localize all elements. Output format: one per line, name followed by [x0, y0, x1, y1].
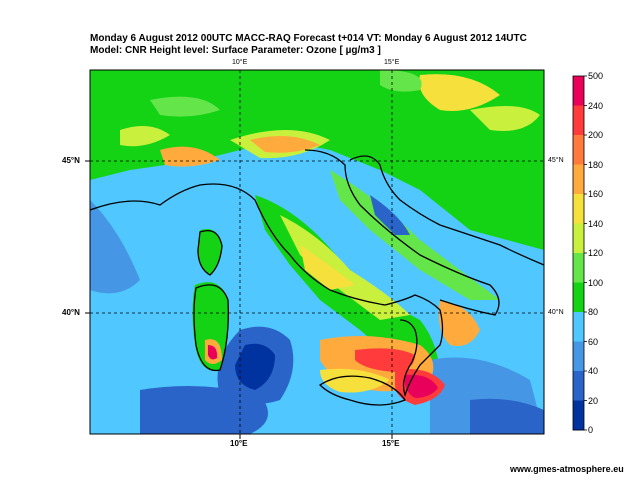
lon-bottom-label-10: 10°E: [230, 439, 248, 448]
map-frame: [89, 69, 545, 435]
colorbar-label: 140: [588, 218, 604, 229]
colorbar-label: 80: [588, 307, 599, 317]
coastlines: [90, 149, 544, 406]
colorbar-label: 100: [588, 277, 604, 288]
colorbar-label: 240: [588, 100, 604, 111]
colorbar-swatch: [573, 371, 584, 401]
forecast-title: Monday 6 August 2012 00UTC MACC-RAQ Fore…: [90, 33, 527, 44]
colorbar-swatch: [573, 76, 584, 106]
ticks: [85, 160, 393, 439]
colorbar-label: 180: [588, 159, 604, 170]
colorbar: [572, 75, 587, 431]
colorbar-label: 0: [588, 425, 594, 435]
colorbar-label: 40: [588, 366, 599, 376]
lat-right-label-45: 45°N: [548, 157, 564, 164]
credit-link[interactable]: www.gmes-atmosphere.eu: [510, 464, 624, 474]
colorbar-swatch: [573, 223, 584, 254]
colorbar-label: 500: [588, 71, 604, 81]
colorbar-label: 200: [588, 130, 604, 140]
lat-right-label-40: 40°N: [548, 309, 564, 316]
lat-left-label-40: 40°N: [62, 308, 80, 317]
ozone-field: [90, 70, 544, 434]
colorbar-swatch: [573, 105, 584, 136]
lon-bottom-label-15: 15°E: [382, 439, 400, 448]
colorbar-swatch: [573, 253, 584, 283]
colorbar-label: 20: [588, 395, 599, 406]
lat-left-label-45: 45°N: [62, 156, 80, 165]
colorbar-swatch: [573, 312, 584, 342]
colorbar-swatch: [573, 164, 584, 195]
colorbar-label: 160: [588, 189, 604, 199]
colorbar-swatch: [573, 400, 584, 431]
colorbar-label: 120: [588, 248, 604, 258]
graticule: [90, 70, 544, 434]
lon-top-label-10: 10°E: [232, 59, 248, 66]
colorbar-swatch: [573, 282, 584, 313]
colorbar-swatch: [573, 135, 584, 165]
colorbar-label: 60: [588, 336, 599, 347]
lon-top-label-15: 15°E: [384, 59, 400, 66]
colorbar-swatch: [573, 341, 584, 372]
forecast-subtitle: Model: CNR Height level: Surface Paramet…: [90, 45, 381, 56]
colorbar-swatch: [573, 194, 584, 224]
